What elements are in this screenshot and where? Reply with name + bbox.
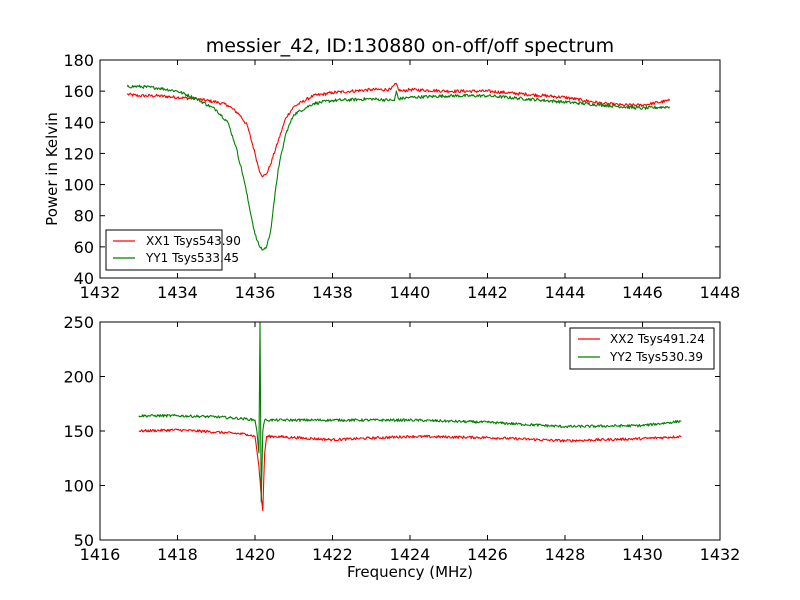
y-tick-label: 100 — [63, 176, 94, 195]
y-tick-label: 180 — [63, 51, 94, 70]
x-tick-label: 1422 — [312, 545, 353, 564]
x-tick-label: 1436 — [235, 283, 276, 302]
top-legend: XX1 Tsys543.90 YY1 Tsys533.45 — [105, 229, 241, 271]
legend-label-yy2: YY2 Tsys530.39 — [609, 350, 703, 364]
legend-box — [569, 327, 715, 370]
x-tick-label: 1418 — [157, 545, 198, 564]
legend-label-xx1: XX1 Tsys543.90 — [146, 234, 241, 248]
y-tick-label: 160 — [63, 82, 94, 101]
x-axis-label: Frequency (MHz) — [347, 563, 473, 581]
bottom-legend: XX2 Tsys491.24 YY2 Tsys530.39 — [569, 327, 715, 370]
y-tick-label: 60 — [74, 238, 94, 257]
series-line-xx2 — [138, 428, 682, 512]
x-tick-label: 1432 — [80, 283, 121, 302]
y-tick-label: 80 — [74, 207, 94, 226]
x-tick-label: 1428 — [545, 545, 586, 564]
y-tick-label: 50 — [74, 531, 94, 550]
bottom-subplot: Frequency (MHz) 1416 1418 1420 1422 1424 1426… — [63, 313, 740, 581]
x-tick-label: 1424 — [390, 545, 431, 564]
x-tick-label: 1420 — [235, 545, 276, 564]
x-tick-label: 1442 — [467, 283, 508, 302]
chart-title: messier_42, ID:130880 on-off/off spectru… — [206, 35, 614, 57]
legend-label-xx2: XX2 Tsys491.24 — [610, 332, 705, 346]
y-tick-label: 140 — [63, 113, 94, 132]
y-tick-label: 200 — [63, 368, 94, 387]
y-tick-label: 100 — [63, 477, 94, 496]
y-tick-label: 150 — [63, 422, 94, 441]
top-subplot: messier_42, ID:130880 on-off/off spectru… — [43, 35, 740, 302]
x-tick-label: 1444 — [545, 283, 586, 302]
y-tick-label: 250 — [63, 313, 94, 332]
x-tick-label: 1446 — [622, 283, 663, 302]
x-tick-label: 1426 — [467, 545, 508, 564]
x-tick-label: 1416 — [80, 545, 121, 564]
series-line-yy2 — [138, 321, 682, 503]
series-line-xx1 — [126, 82, 671, 178]
x-tick-label: 1438 — [312, 283, 353, 302]
x-tick-label: 1434 — [157, 283, 198, 302]
x-tick-label: 1432 — [700, 545, 741, 564]
x-tick-label: 1448 — [700, 283, 741, 302]
y-axis-label: Power in Kelvin — [43, 112, 61, 226]
y-tick-label: 40 — [74, 269, 94, 288]
x-tick-label: 1430 — [622, 545, 663, 564]
x-tick-label: 1440 — [390, 283, 431, 302]
series-line-yy1 — [126, 84, 671, 251]
legend-box — [105, 229, 223, 271]
y-tick-label: 120 — [63, 144, 94, 163]
legend-label-yy1: YY1 Tsys533.45 — [145, 251, 239, 265]
